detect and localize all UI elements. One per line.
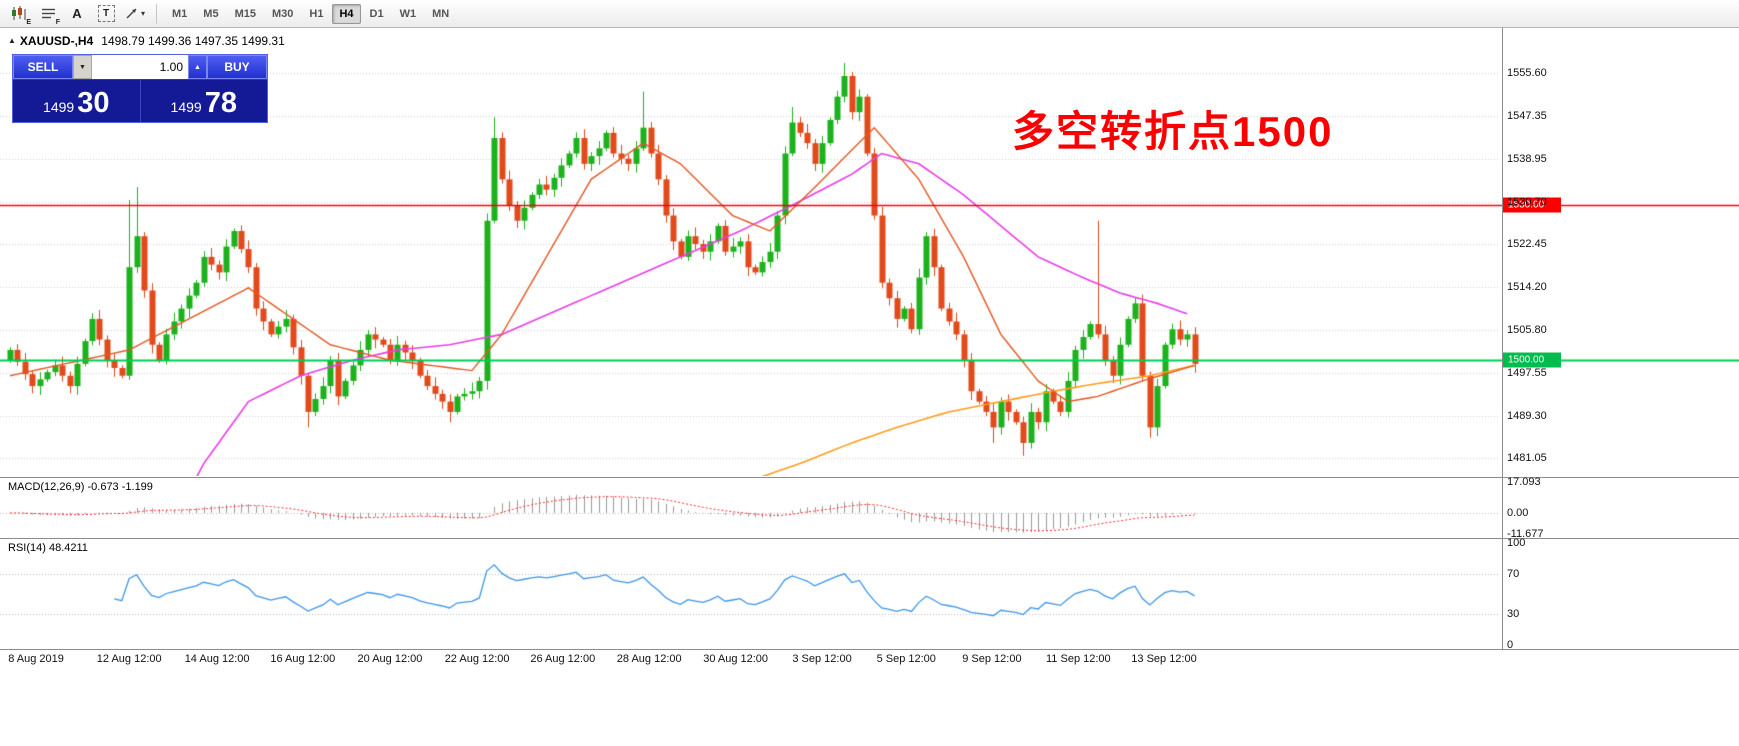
- time-axis-label: 16 Aug 12:00: [270, 653, 336, 665]
- macd-axis-label: -11.677: [1507, 528, 1544, 540]
- drawing-tools-button[interactable]: ▾: [122, 2, 148, 26]
- macd-label: MACD(12,26,9) -0.673 -1.199: [8, 481, 153, 493]
- volume-up-spinner[interactable]: ▲: [188, 55, 207, 79]
- time-axis-label: 26 Aug 12:00: [530, 653, 596, 665]
- price-axis-label: 1505.80: [1507, 324, 1547, 337]
- time-axis-label: 20 Aug 12:00: [357, 653, 423, 665]
- timeframe-H4[interactable]: H4: [332, 3, 361, 24]
- price-chart-canvas[interactable]: [0, 30, 1739, 476]
- price-axis-label: 1489.30: [1507, 409, 1547, 422]
- rsi-axis-label: 100: [1507, 537, 1526, 549]
- sell-price-big: 30: [77, 87, 110, 119]
- text-box-tool-button[interactable]: T: [93, 2, 119, 26]
- sell-price[interactable]: 1499 30: [13, 80, 141, 122]
- sell-button[interactable]: SELL: [13, 55, 73, 79]
- buy-price-big: 78: [204, 87, 237, 119]
- time-axis-label: 22 Aug 12:00: [444, 653, 510, 665]
- one-click-trading-panel: SELL ▼ ▲ BUY 1499 30 1499 78: [12, 54, 268, 123]
- chart-title: ▲ XAUUSD-,H4 1498.79 1499.36 1497.35 1499.…: [8, 34, 285, 48]
- timeframe-group: M1 M5 M15 M30 H1 H4 D1 W1 MN: [165, 3, 456, 24]
- text-label-tool-button[interactable]: A: [64, 2, 90, 26]
- symbol-name: XAUUSD-,H4: [19, 34, 94, 48]
- rsi-axis-label: 0: [1507, 639, 1514, 651]
- price-axis-label: 1522.45: [1507, 238, 1547, 251]
- text-box-icon: T: [97, 5, 115, 22]
- buy-button[interactable]: BUY: [207, 55, 267, 79]
- price-scale-separator: [1502, 28, 1503, 650]
- indicator-list-button[interactable]: F: [35, 2, 61, 26]
- time-axis-label: 11 Sep 12:00: [1046, 653, 1111, 665]
- price-axis-label: 1555.60: [1507, 66, 1547, 79]
- badge-e: E: [26, 18, 31, 26]
- timeframe-M15[interactable]: M15: [234, 7, 256, 20]
- macd-axis-label: 0.00: [1507, 506, 1529, 519]
- toolbar: E F A T ▾ M1 M5 M15 M30 H1 H4 D1 W1 MN: [0, 0, 1739, 28]
- panel-separator[interactable]: [0, 538, 1739, 539]
- timeframe-MN[interactable]: MN: [432, 7, 450, 20]
- rsi-panel-canvas[interactable]: [0, 539, 1739, 649]
- time-axis-label: 12 Aug 12:00: [96, 653, 162, 665]
- sell-price-small: 1499: [43, 99, 75, 115]
- timeframe-M1[interactable]: M1: [172, 7, 188, 20]
- price-axis-label: 1514.20: [1507, 280, 1547, 293]
- time-axis-label: 5 Sep 12:00: [876, 653, 936, 665]
- price-axis-label: 1481.05: [1507, 452, 1547, 465]
- price-axis-label: 1538.95: [1507, 152, 1547, 165]
- rsi-label: RSI(14) 48.4211: [8, 542, 88, 554]
- text-tool-icon: A: [72, 6, 82, 21]
- hline-label-1500: 1500.00: [1503, 352, 1561, 368]
- candlestick-tool-icon: [11, 6, 25, 20]
- time-axis-label: 9 Sep 12:00: [962, 653, 1022, 665]
- buy-price-small: 1499: [170, 99, 202, 115]
- price-axis-label: 1497.55: [1507, 366, 1547, 379]
- timeframe-H1[interactable]: H1: [309, 7, 324, 20]
- timeframe-M5[interactable]: M5: [203, 7, 219, 20]
- volume-input[interactable]: [92, 55, 188, 79]
- rsi-axis-label: 30: [1507, 608, 1520, 621]
- ohlc-values: 1498.79 1499.36 1497.35 1499.31: [101, 34, 285, 48]
- rsi-axis-label: 70: [1507, 567, 1520, 580]
- macd-axis-label: 17.093: [1507, 476, 1541, 488]
- price-axis-label: 1530.70: [1507, 195, 1547, 208]
- list-lines-icon: [41, 8, 55, 19]
- timeframe-M30[interactable]: M30: [271, 7, 294, 20]
- buy-price[interactable]: 1499 78: [141, 80, 268, 122]
- collapse-triangle-icon[interactable]: ▲: [8, 36, 16, 45]
- toolbar-separator: [156, 3, 157, 24]
- chevron-down-icon: ▾: [140, 9, 145, 18]
- panel-separator: [0, 649, 1739, 650]
- timeframe-D1[interactable]: D1: [369, 7, 384, 20]
- volume-down-spinner[interactable]: ▼: [73, 55, 92, 79]
- macd-panel-canvas[interactable]: [0, 478, 1739, 538]
- time-axis-label: 8 Aug 2019: [8, 653, 64, 665]
- time-axis-label: 13 Sep 12:00: [1131, 653, 1197, 665]
- price-axis-label: 1547.35: [1507, 109, 1547, 122]
- chart-objects-button[interactable]: E: [6, 2, 32, 26]
- time-axis-label: 14 Aug 12:00: [184, 653, 250, 665]
- time-axis-label: 30 Aug 12:00: [703, 653, 769, 665]
- time-axis-label: 28 Aug 12:00: [616, 653, 682, 665]
- badge-f: F: [55, 18, 60, 26]
- hline-label-1530: 1530.00: [1503, 197, 1561, 213]
- panel-separator[interactable]: [0, 477, 1739, 478]
- chart-annotation-text: 多空转折点1500: [1012, 108, 1334, 155]
- timeframe-W1[interactable]: W1: [399, 7, 417, 20]
- drawing-tools-icon: [126, 8, 137, 19]
- time-axis-label: 3 Sep 12:00: [792, 653, 852, 665]
